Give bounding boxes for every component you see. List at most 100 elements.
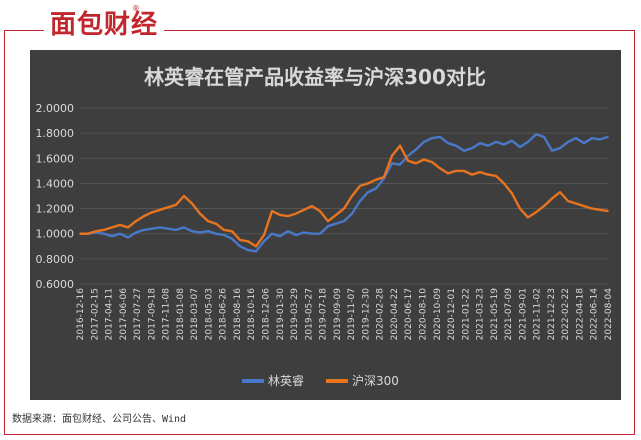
- data-point: [199, 231, 201, 234]
- data-point: [303, 231, 305, 234]
- x-tick-label: 2021-07-09: [504, 288, 514, 341]
- y-tick-label: 0.8000: [36, 253, 75, 266]
- x-tick-label: 2019-05-27: [304, 288, 314, 340]
- data-point: [527, 141, 529, 143]
- x-tick-label: 2017-02-15: [90, 288, 100, 340]
- data-point: [591, 207, 593, 210]
- data-point: [487, 173, 489, 176]
- data-point: [415, 162, 417, 165]
- data-point: [207, 220, 209, 222]
- data-point: [87, 232, 89, 235]
- data-point: [375, 187, 377, 190]
- y-tick-label: 1.4000: [36, 177, 75, 190]
- data-point: [239, 245, 241, 248]
- legend: 林英睿 沪深300: [242, 373, 399, 388]
- data-point: [159, 226, 161, 229]
- data-point: [607, 210, 609, 212]
- data-point: [111, 226, 113, 229]
- data-point: [351, 212, 353, 215]
- data-point: [591, 137, 593, 139]
- data-point: [367, 182, 369, 185]
- x-tick-label: 2022-08-04: [604, 288, 614, 341]
- data-point: [175, 204, 177, 206]
- data-point: [215, 222, 217, 225]
- data-point: [319, 210, 321, 212]
- data-point: [423, 141, 425, 143]
- y-axis: 2.0000 1.8000 1.6000 1.4000 1.2000 1.0000 0.80…: [36, 102, 75, 291]
- x-tick-label: 2017-11-08: [162, 288, 172, 341]
- data-point: [575, 137, 577, 139]
- y-tick-label: 1.8000: [36, 127, 75, 140]
- x-tick-label: 2022-02-22: [561, 288, 571, 340]
- data-point: [119, 232, 121, 235]
- data-point: [183, 226, 185, 229]
- data-point: [607, 136, 609, 138]
- chart-frame: [4, 30, 635, 435]
- legend-label: 林英睿: [268, 373, 304, 388]
- x-tick-label: 2019-07-18: [319, 288, 329, 341]
- data-point: [503, 143, 505, 146]
- data-point: [127, 236, 129, 239]
- x-tick-label: 2020-04-22: [390, 288, 400, 340]
- data-point: [519, 146, 521, 148]
- data-point: [535, 133, 537, 136]
- data-point: [311, 205, 313, 207]
- x-tick-label: 2018-01-08: [176, 288, 186, 341]
- y-tick-label: 1.0000: [36, 228, 75, 241]
- grid-lines: [80, 107, 608, 285]
- data-point: [183, 195, 185, 197]
- data-point: [103, 229, 105, 231]
- registered-mark: ®: [132, 4, 140, 13]
- data-point: [551, 149, 553, 152]
- x-axis: 2016-12-16 2017-02-15 2017-04-11 2017-06-06…: [76, 288, 614, 341]
- x-tick-label: 2021-03-23: [476, 288, 486, 340]
- data-point: [535, 211, 537, 214]
- data-point: [559, 147, 561, 149]
- data-point: [191, 230, 193, 232]
- data-point: [119, 224, 121, 226]
- data-point: [207, 230, 209, 232]
- y-tick-label: 1.2000: [36, 203, 75, 216]
- data-point: [175, 229, 177, 231]
- data-point: [167, 206, 169, 209]
- x-tick-label: 2021-12-23: [547, 288, 557, 340]
- data-point: [439, 136, 441, 138]
- data-point: [151, 227, 153, 230]
- x-tick-label: 2018-03-07: [190, 288, 200, 340]
- x-tick-label: 2021-09-01: [518, 288, 528, 340]
- source-note: 数据来源：面包财经、公司公告、Wind: [12, 414, 187, 425]
- x-tick-label: 2017-07-27: [133, 288, 143, 340]
- y-tick-label: 1.6000: [36, 152, 75, 165]
- data-point: [567, 141, 569, 143]
- data-point: [335, 214, 337, 216]
- data-point: [79, 232, 81, 235]
- data-point: [143, 229, 145, 231]
- data-point: [263, 240, 265, 243]
- data-point: [575, 202, 577, 205]
- data-point: [303, 209, 305, 211]
- x-tick-label: 2021-11-02: [533, 288, 543, 340]
- data-point: [319, 232, 321, 235]
- data-point: [231, 230, 233, 232]
- data-point: [263, 234, 265, 236]
- data-point: [415, 148, 417, 151]
- data-point: [159, 209, 161, 211]
- x-tick-label: 2022-04-18: [575, 288, 585, 341]
- x-tick-label: 2020-08-10: [418, 288, 428, 341]
- x-tick-label: 2021-05-19: [490, 288, 500, 341]
- data-point: [199, 212, 201, 215]
- data-point: [375, 178, 377, 181]
- x-tick-label: 2019-11-07: [347, 288, 357, 340]
- data-point: [343, 207, 345, 210]
- line-chart: 林英睿在管产品收益率与沪深300对比 2.0000 1.8000 1.6000 1.4…: [36, 65, 615, 388]
- y-tick-label: 0.6000: [36, 278, 75, 291]
- data-point: [327, 220, 329, 222]
- data-point: [255, 250, 257, 253]
- data-point: [167, 227, 169, 230]
- data-point: [247, 240, 249, 243]
- x-tick-label: 2022-06-14: [590, 288, 600, 341]
- x-tick-label: 2019-12-30: [361, 288, 371, 341]
- x-tick-label: 2020-10-09: [433, 288, 443, 341]
- data-point: [143, 215, 145, 217]
- data-point: [455, 170, 457, 172]
